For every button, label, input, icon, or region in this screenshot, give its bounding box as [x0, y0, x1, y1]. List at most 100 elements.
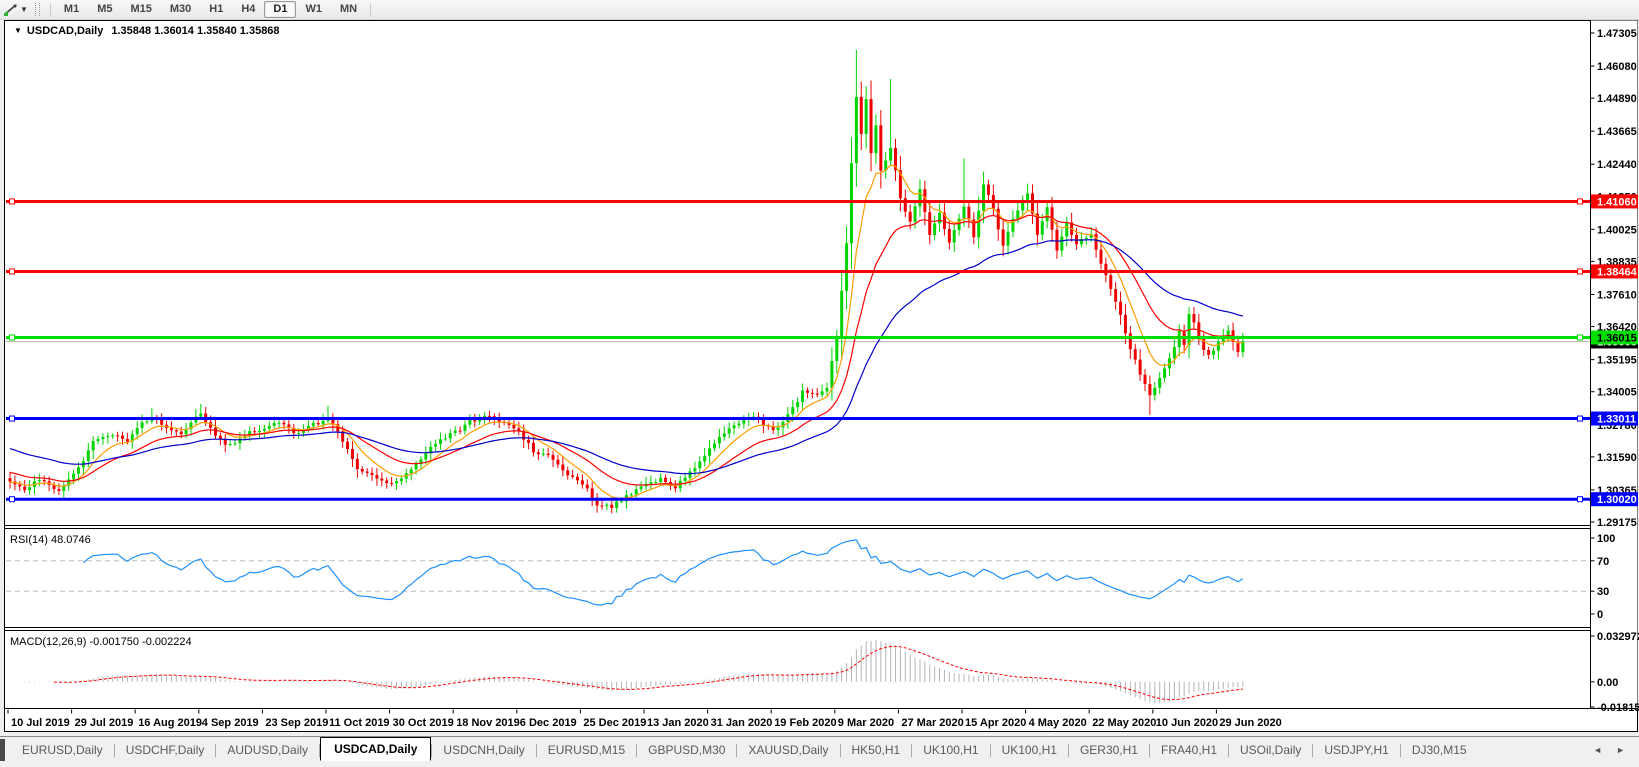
chart-tab-eurusd-daily[interactable]: EURUSD,Daily [22, 743, 103, 757]
ma-slow-line [9, 239, 1243, 475]
hline-axis-label-1.38464: 1.38464 [1591, 264, 1638, 279]
date-label: 31 Jan 2020 [711, 717, 773, 729]
svg-text:1.38464: 1.38464 [1597, 266, 1638, 278]
tab-separator [989, 743, 991, 757]
chart-tab-dj30-m15[interactable]: DJ30,M15 [1411, 743, 1467, 757]
hline-handle[interactable] [9, 268, 15, 275]
timeframe-button-m30[interactable]: M30 [169, 3, 192, 15]
price-tick-label: 1.31590 [1597, 452, 1637, 464]
date-label: 27 Mar 2020 [901, 717, 963, 729]
toolbar-grip[interactable] [34, 3, 40, 16]
timeframe-button-d1[interactable]: D1 [264, 1, 297, 18]
price-axis-area [1590, 20, 1638, 708]
hline-axis-label-1.36015: 1.36015 [1591, 330, 1638, 345]
hline-handle[interactable] [1577, 496, 1583, 503]
svg-text:1.41060: 1.41060 [1597, 196, 1637, 208]
tab-separator [1312, 743, 1314, 757]
timeframe-button-w1[interactable]: W1 [305, 3, 322, 15]
macd-tick-label: 0.00 [1597, 677, 1618, 689]
chart-tab-uk100-h1[interactable]: UK100,H1 [1001, 743, 1057, 757]
svg-text:1.33011: 1.33011 [1597, 414, 1636, 426]
hline-object-1.33011[interactable] [6, 415, 1590, 422]
hline-handle[interactable] [9, 415, 15, 422]
timeframe-button-m1[interactable]: M1 [63, 3, 80, 15]
price-tick-label: 1.37610 [1597, 289, 1637, 301]
hline-handle[interactable] [1577, 334, 1583, 341]
chart-tab-usdjpy-h1[interactable]: USDJPY,H1 [1324, 743, 1389, 757]
date-label: 4 May 2020 [1029, 717, 1087, 729]
chart-tab-audusd-daily[interactable]: AUDUSD,Daily [227, 743, 309, 757]
price-tick-label: 1.40025 [1597, 224, 1637, 236]
timeframe-button-m15[interactable]: M15 [130, 3, 152, 15]
tab-separator [1399, 743, 1401, 757]
chart-tab-ger30-h1[interactable]: GER30,H1 [1079, 743, 1138, 757]
date-label: 15 Apr 2020 [965, 717, 1026, 729]
chart-tab-usoil-daily[interactable]: USOil,Daily [1240, 743, 1302, 757]
timeframe-button-h4[interactable]: H4 [241, 3, 256, 15]
price-tick-label: 1.35195 [1597, 355, 1637, 367]
price-tick-label: 1.44890 [1597, 93, 1637, 105]
chart-tab-gbpusd-m30[interactable]: GBPUSD,M30 [648, 743, 726, 757]
chart-tab-usdchf-daily[interactable]: USDCHF,Daily [125, 743, 205, 757]
macd-histogram [14, 639, 1244, 704]
price-tick-label: 1.43665 [1597, 126, 1637, 138]
hline-handle[interactable] [9, 334, 15, 341]
chart-tab-eurusd-m15[interactable]: EURUSD,M15 [547, 743, 626, 757]
tabs-scroll-left-icon[interactable]: ◄ [1593, 745, 1603, 755]
collapse-triangle-icon[interactable]: ▼ [14, 26, 22, 35]
chart-tab-usdcnh-daily[interactable]: USDCNH,Daily [443, 743, 525, 757]
rsi-tick-label: 100 [1597, 533, 1615, 545]
hline-handle[interactable] [1577, 198, 1583, 205]
date-label: 29 Jun 2020 [1219, 717, 1281, 729]
timeframe-button-h1[interactable]: H1 [209, 3, 224, 15]
hline-axis-label-1.30020: 1.30020 [1591, 492, 1638, 507]
rsi-indicator-label: RSI(14) 48.0746 [10, 534, 91, 546]
tab-separator [535, 743, 537, 757]
date-label: 30 Oct 2019 [393, 717, 454, 729]
date-label: 16 Aug 2019 [138, 717, 202, 729]
date-label: 19 Feb 2020 [774, 717, 836, 729]
symbol-period-label: USDCAD,Daily [26, 25, 104, 37]
tab-separator [636, 743, 638, 757]
date-label: 29 Jul 2019 [75, 717, 134, 729]
macd-indicator-label: MACD(12,26,9) -0.001750 -0.002224 [10, 636, 192, 648]
tab-separator [215, 743, 217, 757]
price-tick-label: 1.42440 [1597, 159, 1637, 171]
tool-dropdown-caret-icon[interactable]: ▼ [20, 5, 28, 14]
chart-tab-uk100-h1[interactable]: UK100,H1 [923, 743, 979, 757]
date-label: 22 May 2020 [1092, 717, 1156, 729]
hline-object-1.41060[interactable] [6, 198, 1590, 205]
chart-tab-usdcad-daily[interactable]: USDCAD,Daily [320, 737, 432, 761]
hline-handle[interactable] [9, 198, 15, 205]
price-tick-label: 1.34005 [1597, 387, 1637, 399]
hline-axis-label-1.33011: 1.33011 [1591, 411, 1638, 426]
chart-tab-fra40-h1[interactable]: FRA40,H1 [1160, 743, 1218, 757]
hline-handle[interactable] [1577, 268, 1583, 275]
hline-handle[interactable] [9, 496, 15, 503]
toolbar-separator [49, 2, 51, 17]
rsi-line [82, 539, 1244, 606]
chart-tab-hk50-h1[interactable]: HK50,H1 [851, 743, 901, 757]
rsi-tick-label: 70 [1597, 556, 1609, 568]
timeframe-button-m5[interactable]: M5 [97, 3, 113, 15]
tabs-scroll-right-icon[interactable]: ► [1616, 745, 1625, 755]
timeframe-toolbar: ▼ M1 M5 M15 M30 H1 H4 D1 W1 MN [0, 0, 1639, 20]
macd-signal-line [54, 645, 1243, 701]
hline-object-1.30020[interactable] [6, 496, 1590, 503]
date-label: 25 Dec 2019 [583, 717, 646, 729]
timeframe-button-mn[interactable]: MN [339, 3, 358, 15]
tabbar-edge-handle[interactable] [0, 739, 5, 761]
toolbar-separator [370, 2, 372, 17]
crosshair-tool-icon[interactable] [2, 2, 20, 17]
date-label: 9 Mar 2020 [838, 717, 894, 729]
hline-object-1.38464[interactable] [6, 268, 1590, 275]
chart-window-frame [4, 20, 1638, 732]
date-label: 10 Jul 2019 [11, 717, 70, 729]
hline-object-1.36015[interactable] [6, 334, 1590, 341]
chart-tab-xauusd-daily[interactable]: XAUUSD,Daily [748, 743, 829, 757]
macd-tick-label: 0.032972 [1597, 631, 1639, 643]
hline-handle[interactable] [1577, 415, 1583, 422]
tab-separator [736, 743, 738, 757]
chart-title: ▼ USDCAD,Daily 1.35848 1.36014 1.35840 1.3… [14, 25, 280, 37]
